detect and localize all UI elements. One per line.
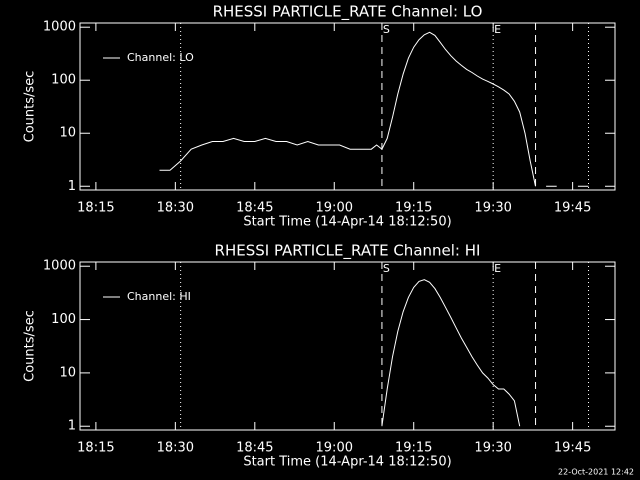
x-tick-label: 19:00 — [316, 201, 353, 216]
x-tick-label: 18:45 — [236, 441, 273, 456]
legend-label: Channel: HI — [127, 290, 191, 303]
y-axis-label: Counts/sec — [23, 310, 38, 382]
x-tick-label: 19:15 — [395, 201, 432, 216]
x-tick-label: 19:45 — [554, 441, 591, 456]
y-tick-label: 100 — [51, 73, 76, 88]
x-tick-label: 18:30 — [157, 201, 194, 216]
x-tick-label: 19:00 — [316, 441, 353, 456]
marker-label: S — [383, 23, 390, 36]
plot-frame — [79, 22, 616, 191]
y-tick-label: 10 — [59, 365, 76, 380]
y-tick-label: 1000 — [43, 259, 76, 274]
y-axis-label: Counts/sec — [23, 71, 38, 143]
x-tick-label: 18:15 — [77, 201, 114, 216]
x-tick-label: 19:30 — [474, 201, 511, 216]
x-axis-label: Start Time (14-Apr-14 18:12:50) — [243, 455, 451, 470]
x-tick-label: 18:30 — [157, 441, 194, 456]
x-tick-label: 19:15 — [395, 441, 432, 456]
x-tick-label: 19:45 — [554, 201, 591, 216]
y-tick-label: 10 — [59, 126, 76, 141]
chart-title: RHESSI PARTICLE_RATE Channel: HI — [215, 242, 481, 261]
footer: 22-Oct-2021 12:42 — [558, 468, 634, 477]
x-axis-label: Start Time (14-Apr-14 18:12:50) — [243, 215, 451, 230]
x-tick-label: 18:15 — [77, 441, 114, 456]
series-line — [381, 279, 521, 427]
plot-frame — [79, 261, 616, 431]
y-tick-label: 1000 — [43, 20, 76, 35]
legend-label: Channel: LO — [127, 51, 194, 64]
y-tick-label: 1 — [68, 179, 76, 194]
x-tick-label: 18:45 — [236, 201, 273, 216]
x-tick-label: 19:30 — [474, 441, 511, 456]
y-tick-label: 100 — [51, 312, 76, 327]
marker-label: E — [494, 262, 501, 275]
series-line — [159, 31, 589, 187]
marker-label: S — [383, 262, 390, 275]
y-tick-label: 1 — [68, 419, 76, 434]
marker-label: E — [494, 23, 501, 36]
chart-title: RHESSI PARTICLE_RATE Channel: LO — [213, 3, 483, 22]
